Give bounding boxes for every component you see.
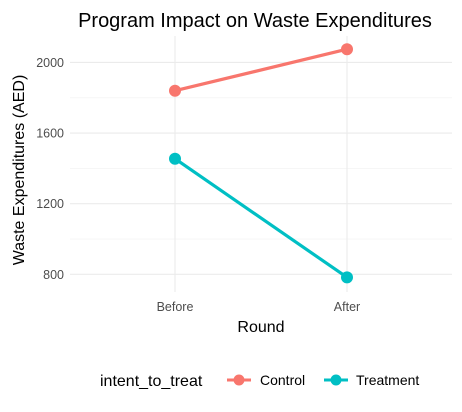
legend-key-point-control xyxy=(233,374,245,386)
y-tick-label: 1200 xyxy=(36,197,64,211)
x-tick-label: Before xyxy=(157,300,194,314)
series-line-treatment xyxy=(173,157,349,279)
series-layer xyxy=(169,43,353,284)
y-tick-label: 800 xyxy=(43,268,64,282)
data-point-treatment xyxy=(341,271,353,284)
legend-label-control: Control xyxy=(260,372,305,388)
y-tick-labels: 800 1200 1600 2000 xyxy=(36,56,64,282)
legend-item-control: Control xyxy=(227,372,305,388)
legend-label-treatment: Treatment xyxy=(356,372,419,388)
data-point-control xyxy=(169,84,181,97)
legend-title: intent_to_treat xyxy=(100,373,203,390)
data-point-treatment xyxy=(169,152,181,165)
y-tick-label: 2000 xyxy=(36,56,64,70)
legend-item-treatment: Treatment xyxy=(324,372,419,388)
chart-title: Program Impact on Waste Expenditures xyxy=(78,10,432,32)
y-tick-label: 1600 xyxy=(36,127,64,141)
data-point-control xyxy=(341,43,353,56)
legend: intent_to_treat Control Treatment xyxy=(100,372,419,390)
x-tick-labels: Before After xyxy=(157,300,361,314)
legend-key-point-treatment xyxy=(330,374,342,386)
series-line-control xyxy=(173,47,349,93)
x-axis-label: Round xyxy=(237,319,284,336)
x-tick-label: After xyxy=(334,300,360,314)
grid-layer xyxy=(70,36,452,292)
y-axis-label: Waste Expenditures (AED) xyxy=(11,75,28,266)
